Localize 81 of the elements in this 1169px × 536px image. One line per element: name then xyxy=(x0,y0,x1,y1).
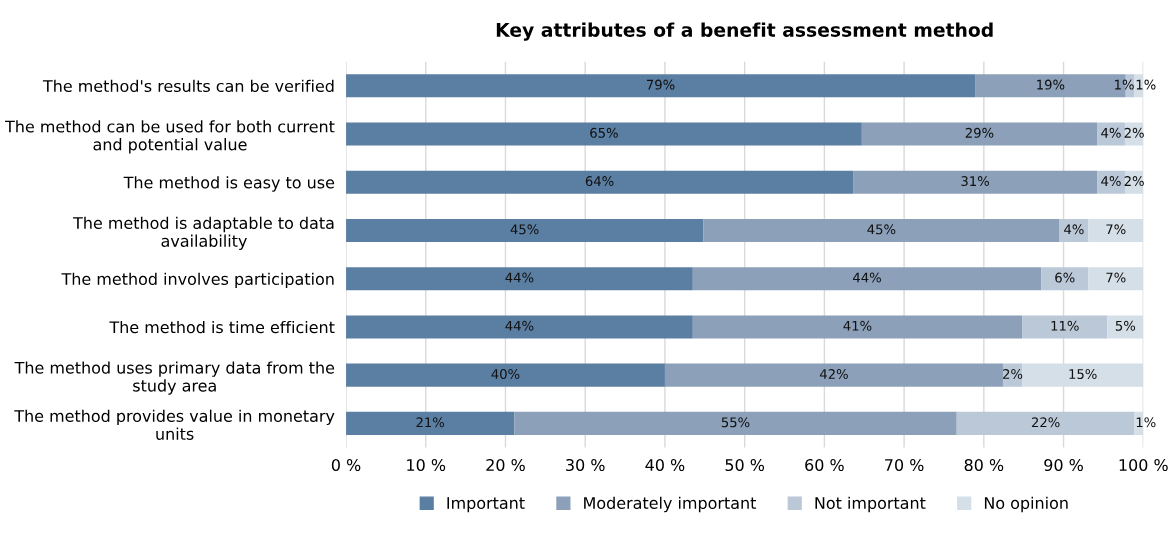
bar xyxy=(692,315,1023,339)
bar xyxy=(1097,170,1125,194)
data-label: 15% xyxy=(1069,369,1097,380)
data-label: 2% xyxy=(1124,127,1144,138)
y-tick-label: The method is time efficient xyxy=(109,320,335,334)
bar xyxy=(703,218,1060,243)
data-label: 1% xyxy=(1136,79,1156,90)
x-tick-label: 10 % xyxy=(407,458,446,472)
data-label: 29% xyxy=(965,127,994,138)
bar xyxy=(346,315,693,339)
data-label: 55% xyxy=(721,417,750,428)
y-tick-label: The method uses primary data from the study area xyxy=(14,361,335,395)
bar xyxy=(346,170,854,194)
data-label: 19% xyxy=(1037,79,1065,90)
data-label: 4% xyxy=(1064,224,1084,235)
legend-label: Moderately important xyxy=(584,496,757,513)
bar xyxy=(1022,315,1108,339)
data-label: 2% xyxy=(1003,369,1023,380)
data-label: 1% xyxy=(1136,417,1156,428)
data-label: 45% xyxy=(510,224,539,235)
bar xyxy=(1088,267,1144,291)
bar xyxy=(346,122,862,146)
data-label: 44% xyxy=(505,320,534,331)
bar xyxy=(1097,122,1125,146)
bar xyxy=(1041,267,1089,291)
data-label: 79% xyxy=(646,79,675,90)
bar xyxy=(664,363,1003,387)
bar xyxy=(1022,363,1144,387)
data-label: 44% xyxy=(853,272,881,283)
data-label: 11% xyxy=(1051,320,1079,331)
y-tick-label: The method provides value in monetary units xyxy=(14,409,335,440)
bar xyxy=(346,74,976,98)
data-label: 31% xyxy=(961,176,989,187)
legend-label: Important xyxy=(447,497,525,513)
data-label: 1% xyxy=(1115,79,1134,90)
data-label: 45% xyxy=(867,224,896,235)
bar xyxy=(1088,218,1144,243)
x-tick-label: 60 % xyxy=(805,458,844,472)
data-label: 64% xyxy=(585,176,614,187)
data-label: 40% xyxy=(491,369,520,380)
data-label: 4% xyxy=(1101,127,1121,138)
legend-label: Not important xyxy=(815,496,926,513)
bar xyxy=(346,411,515,436)
bar xyxy=(346,218,704,243)
bar xyxy=(1107,315,1144,339)
data-label: 4% xyxy=(1101,176,1121,187)
bar xyxy=(346,363,665,387)
bar xyxy=(861,122,1098,146)
data-label: 7% xyxy=(1106,224,1126,235)
legend-label: No opinion xyxy=(984,496,1068,513)
data-label: 5% xyxy=(1115,320,1136,331)
data-label: 7% xyxy=(1106,272,1126,283)
data-label: 65% xyxy=(590,127,618,138)
x-tick-label: 100 % xyxy=(1119,458,1168,472)
data-label: 42% xyxy=(819,369,848,380)
x-tick-label: 90 % xyxy=(1044,458,1083,472)
y-tick-label: The method involves participation xyxy=(61,272,334,289)
y-tick-label: The method is easy to use xyxy=(123,176,335,192)
x-tick-label: 80 % xyxy=(964,458,1004,472)
data-label: 44% xyxy=(505,272,534,283)
bar xyxy=(514,411,957,436)
data-label: 2% xyxy=(1124,176,1144,187)
chart-title: Key attributes of a benefit assessment method xyxy=(496,22,993,41)
x-tick-label: 40 % xyxy=(645,458,685,472)
x-tick-label: 20 % xyxy=(486,458,525,472)
data-label: 22% xyxy=(1031,417,1060,428)
bar xyxy=(692,267,1042,291)
bar xyxy=(346,267,693,291)
data-label: 41% xyxy=(843,320,872,331)
x-tick-label: 0 % xyxy=(331,458,361,472)
data-label: 6% xyxy=(1055,272,1075,283)
x-tick-label: 50 % xyxy=(725,458,765,472)
x-tick-label: 30 % xyxy=(566,458,605,472)
bar xyxy=(853,170,1098,194)
y-tick-label: The method is adaptable to data availability xyxy=(73,216,334,251)
y-tick-label: The method can be used for both current and potential value xyxy=(5,120,335,154)
y-tick-label: The method's results can be verified xyxy=(42,79,334,93)
x-tick-label: 70 % xyxy=(885,458,924,472)
bar xyxy=(956,411,1135,436)
data-label: 21% xyxy=(416,417,445,428)
bar xyxy=(1124,122,1144,146)
